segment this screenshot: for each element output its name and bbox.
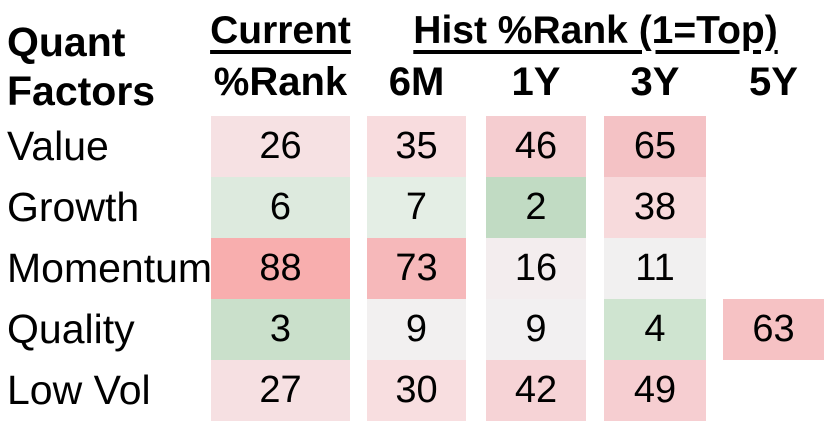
hist-group: Hist %Rank (1=Top): [367, 0, 824, 116]
cell-lowvol-current: 27: [211, 360, 350, 421]
row-header-title: Quant Factors: [0, 0, 211, 116]
cell-quality-1y: 9: [486, 299, 586, 360]
cell-momentum-current: 88: [211, 238, 350, 299]
column-header-6m: 6M: [388, 60, 445, 104]
cell-momentum-6m: 73: [367, 238, 466, 299]
current-column-group: Current %Rank: [210, 0, 351, 116]
cell-growth-current: 6: [211, 177, 350, 238]
row-label-momentum: Momentum: [7, 245, 213, 291]
cell-growth-1y: 2: [486, 177, 586, 238]
cell-quality-3y: 4: [604, 299, 706, 360]
row-label-low-vol: Low Vol: [7, 367, 151, 413]
cell-growth-6m: 7: [367, 177, 466, 238]
hist-group-title: Hist %Rank (1=Top): [413, 9, 778, 52]
cell-quality-5y: 63: [723, 299, 824, 360]
cell-quality-current: 3: [211, 299, 350, 360]
cell-value-1y: 46: [486, 116, 586, 177]
cell-value-3y: 65: [604, 116, 706, 177]
cell-value-current: 26: [211, 116, 350, 177]
cell-quality-6m: 9: [367, 299, 466, 360]
column-header-3y: 3Y: [630, 60, 680, 104]
column-header-5y: 5Y: [749, 60, 798, 104]
cell-lowvol-3y: 49: [604, 360, 706, 421]
cell-momentum-3y: 11: [604, 238, 706, 299]
current-group-title: Current: [210, 9, 351, 52]
row-header-line1: Quant: [7, 19, 126, 65]
row-label-growth: Growth: [7, 184, 140, 230]
row-header-line2: Factors: [7, 68, 156, 114]
cell-lowvol-6m: 30: [367, 360, 466, 421]
cell-growth-3y: 38: [604, 177, 706, 238]
current-group-subheader: %Rank: [213, 60, 348, 104]
cell-lowvol-1y: 42: [486, 360, 586, 421]
column-header-1y: 1Y: [511, 60, 561, 104]
row-label-value: Value: [7, 123, 109, 169]
cell-value-6m: 35: [367, 116, 466, 177]
cell-momentum-1y: 16: [486, 238, 586, 299]
row-label-quality: Quality: [7, 306, 135, 352]
